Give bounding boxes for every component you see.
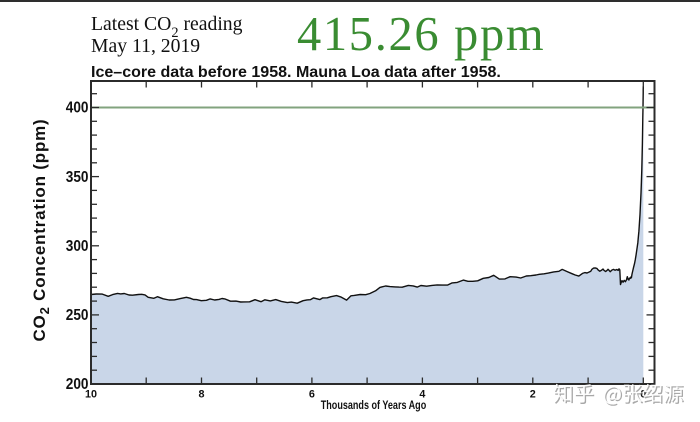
- svg-text:6: 6: [309, 389, 315, 401]
- svg-text:250: 250: [66, 307, 89, 324]
- svg-text:10: 10: [85, 389, 97, 401]
- svg-text:4: 4: [419, 389, 425, 401]
- svg-text:2: 2: [530, 389, 536, 401]
- svg-text:0: 0: [640, 389, 646, 401]
- svg-text:8: 8: [198, 389, 204, 401]
- svg-text:200: 200: [66, 376, 89, 393]
- svg-text:300: 300: [66, 238, 89, 255]
- svg-text:350: 350: [66, 169, 89, 186]
- svg-text:Thousands of Years Ago: Thousands of Years Ago: [321, 400, 426, 412]
- svg-text:400: 400: [66, 100, 89, 117]
